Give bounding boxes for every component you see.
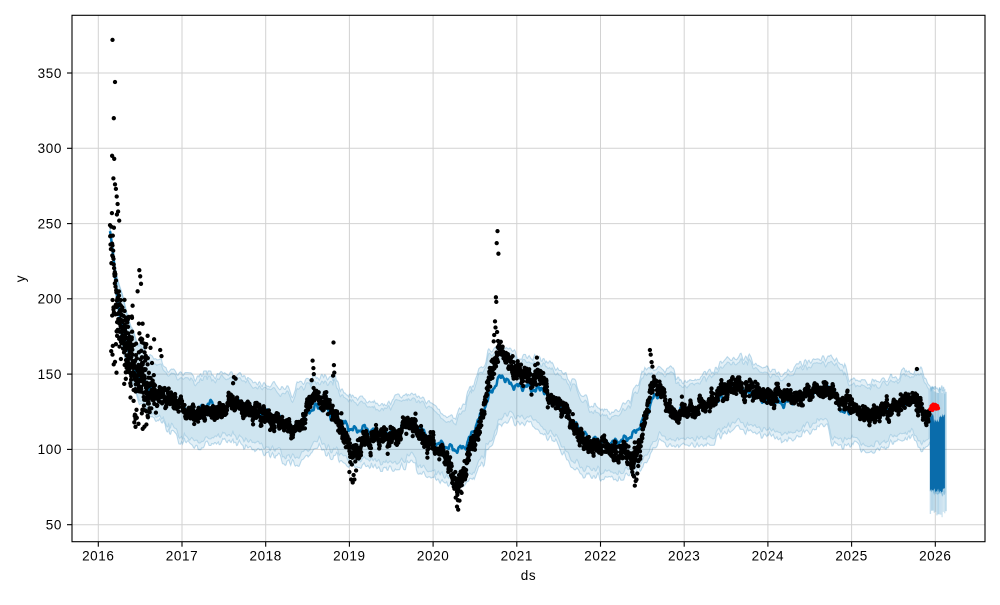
- svg-text:2021: 2021: [501, 549, 533, 564]
- svg-text:2019: 2019: [333, 549, 365, 564]
- svg-text:150: 150: [38, 367, 62, 382]
- svg-text:ds: ds: [521, 568, 536, 583]
- svg-text:2018: 2018: [249, 549, 281, 564]
- svg-text:y: y: [13, 275, 28, 282]
- svg-text:50: 50: [46, 518, 62, 533]
- svg-text:2025: 2025: [835, 549, 867, 564]
- svg-text:350: 350: [38, 66, 62, 81]
- svg-text:2020: 2020: [417, 549, 449, 564]
- svg-text:300: 300: [38, 141, 62, 156]
- svg-text:2022: 2022: [584, 549, 616, 564]
- svg-text:250: 250: [38, 216, 62, 231]
- svg-text:2024: 2024: [752, 549, 784, 564]
- svg-text:2016: 2016: [82, 549, 114, 564]
- svg-text:2017: 2017: [166, 549, 198, 564]
- svg-text:2023: 2023: [668, 549, 700, 564]
- svg-text:100: 100: [38, 442, 62, 457]
- svg-text:200: 200: [38, 292, 62, 307]
- svg-text:2026: 2026: [919, 549, 951, 564]
